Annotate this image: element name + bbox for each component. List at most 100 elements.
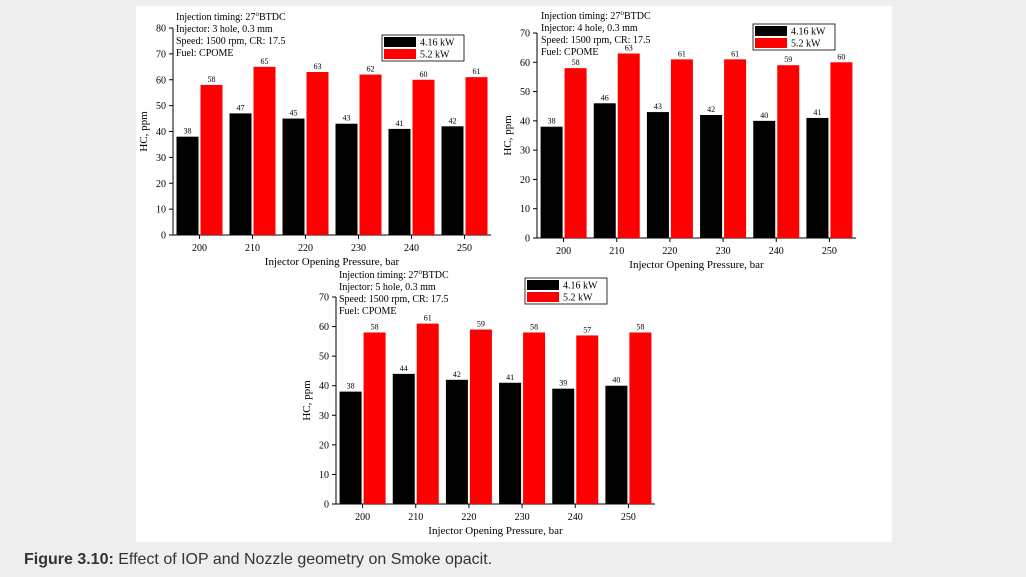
y-tick-label: 40 bbox=[520, 116, 530, 127]
y-tick-label: 50 bbox=[520, 87, 530, 98]
figure-caption: Figure 3.10: Effect of IOP and Nozzle ge… bbox=[24, 551, 492, 569]
annotation-line-3: Speed: 1500 rpm, CR: 17.5 bbox=[541, 35, 650, 46]
annotation-btdc: BTDC bbox=[422, 270, 449, 281]
y-tick-label: 0 bbox=[161, 231, 166, 242]
y-tick-label: 20 bbox=[319, 440, 329, 451]
bar-series1 bbox=[335, 123, 358, 235]
legend-label-2: 5.2 kW bbox=[420, 50, 450, 61]
legend-label-1: 4.16 kW bbox=[563, 281, 598, 292]
bar-series1 bbox=[392, 373, 415, 504]
bar-series1 bbox=[646, 112, 669, 238]
annotation-degree: o bbox=[255, 10, 259, 18]
x-tick-label: 240 bbox=[404, 243, 419, 254]
data-label: 63 bbox=[625, 44, 633, 53]
annotation-timing: Injection timing: 27 bbox=[176, 12, 255, 23]
data-label: 60 bbox=[837, 52, 845, 61]
annotation-line-3: Speed: 1500 rpm, CR: 17.5 bbox=[339, 294, 448, 305]
data-label: 60 bbox=[420, 70, 428, 79]
data-label: 61 bbox=[424, 314, 432, 323]
chart-2: 0 10 20 30 40 50 60 70 38 58 200 46 63 210 43 61 220 42 61… bbox=[502, 9, 856, 271]
x-tick-label: 250 bbox=[822, 246, 837, 257]
annotation-line-2: Injector: 3 hole, 0.3 mm bbox=[176, 24, 273, 35]
data-label: 38 bbox=[548, 117, 556, 126]
bar-series2 bbox=[830, 62, 853, 239]
bar-series1 bbox=[445, 379, 468, 504]
y-tick-label: 40 bbox=[319, 381, 329, 392]
bar-series2 bbox=[469, 329, 492, 504]
data-label: 47 bbox=[237, 103, 245, 112]
bar-series2 bbox=[724, 59, 747, 238]
data-label: 44 bbox=[400, 364, 408, 373]
bar-series2 bbox=[629, 332, 652, 504]
annotation-line-1: Injection timing: 27oBTDC bbox=[176, 10, 286, 23]
bar-series1 bbox=[499, 382, 522, 504]
x-tick-label: 250 bbox=[457, 243, 472, 254]
legend-swatch-1 bbox=[384, 37, 416, 47]
data-label: 43 bbox=[654, 102, 662, 111]
y-tick-label: 0 bbox=[324, 500, 329, 511]
data-label: 40 bbox=[612, 376, 620, 385]
data-label: 38 bbox=[347, 382, 355, 391]
annotation-degree: o bbox=[418, 268, 422, 276]
bar-series2 bbox=[200, 84, 223, 235]
y-tick-label: 70 bbox=[156, 49, 166, 60]
annotation-line-2: Injector: 5 hole, 0.3 mm bbox=[339, 282, 436, 293]
y-tick-label: 80 bbox=[156, 24, 166, 35]
bar-series1 bbox=[339, 391, 362, 504]
annotation-line-3: Speed: 1500 rpm, CR: 17.5 bbox=[176, 36, 285, 47]
x-tick-label: 250 bbox=[621, 512, 636, 523]
data-label: 61 bbox=[473, 67, 481, 76]
y-axis-title: HC, ppm bbox=[301, 380, 313, 421]
y-tick-label: 30 bbox=[156, 153, 166, 164]
y-tick-label: 20 bbox=[520, 175, 530, 186]
x-tick-label: 240 bbox=[568, 512, 583, 523]
bar-series1 bbox=[806, 117, 829, 238]
data-label: 58 bbox=[208, 75, 216, 84]
bar-series1 bbox=[593, 103, 616, 239]
data-label: 41 bbox=[396, 119, 404, 128]
x-tick-label: 220 bbox=[461, 512, 476, 523]
data-label: 59 bbox=[477, 320, 485, 329]
bar-series2 bbox=[670, 59, 693, 238]
data-label: 43 bbox=[343, 114, 351, 123]
data-label: 61 bbox=[731, 49, 739, 58]
chart-1: 0 10 20 30 40 50 60 70 80 38 58 200 47 65 210 45 63 220 43… bbox=[138, 10, 491, 268]
legend-swatch-1 bbox=[527, 280, 559, 290]
annotation-line-4: Fuel: CPOME bbox=[541, 47, 599, 58]
bar-series2 bbox=[359, 74, 382, 235]
chart-3: 0 10 20 30 40 50 60 70 38 58 200 44 61 210 42 59 220 41 58… bbox=[301, 268, 655, 537]
y-axis-title: HC, ppm bbox=[502, 115, 514, 156]
legend-label-1: 4.16 kW bbox=[791, 27, 826, 38]
annotation-line-1: Injection timing: 27oBTDC bbox=[339, 268, 449, 281]
data-label: 40 bbox=[760, 111, 768, 120]
bar-series2 bbox=[564, 68, 587, 238]
annotation-line-2: Injector: 4 hole, 0.3 mm bbox=[541, 23, 638, 34]
charts-canvas: 0102030405060708038582004765210456322043… bbox=[138, 9, 856, 537]
y-tick-label: 40 bbox=[156, 127, 166, 138]
y-tick-label: 50 bbox=[319, 352, 329, 363]
x-axis-title: Injector Opening Pressure, bar bbox=[265, 256, 400, 268]
x-tick-label: 210 bbox=[408, 512, 423, 523]
y-tick-label: 50 bbox=[156, 101, 166, 112]
bar-series1 bbox=[605, 385, 628, 504]
x-tick-label: 200 bbox=[355, 512, 370, 523]
figure-panel: 0 10 20 30 40 50 60 70 80 38 58 200 47 65 210 45 63 220 43… bbox=[136, 6, 892, 542]
data-label: 59 bbox=[784, 55, 792, 64]
legend-label-2: 5.2 kW bbox=[563, 293, 593, 304]
data-label: 39 bbox=[559, 379, 567, 388]
y-tick-label: 10 bbox=[156, 205, 166, 216]
data-label: 62 bbox=[367, 65, 375, 74]
data-label: 42 bbox=[707, 105, 715, 114]
data-label: 58 bbox=[636, 322, 644, 331]
bar-series1 bbox=[540, 126, 563, 238]
x-tick-label: 230 bbox=[716, 246, 731, 257]
bar-series1 bbox=[229, 113, 252, 235]
bar-series1 bbox=[753, 120, 776, 238]
annotation-btdc: BTDC bbox=[624, 11, 651, 22]
y-tick-label: 20 bbox=[156, 179, 166, 190]
x-tick-label: 200 bbox=[556, 246, 571, 257]
data-label: 58 bbox=[371, 322, 379, 331]
y-tick-label: 30 bbox=[319, 411, 329, 422]
x-tick-label: 230 bbox=[351, 243, 366, 254]
bar-series2 bbox=[523, 332, 546, 504]
